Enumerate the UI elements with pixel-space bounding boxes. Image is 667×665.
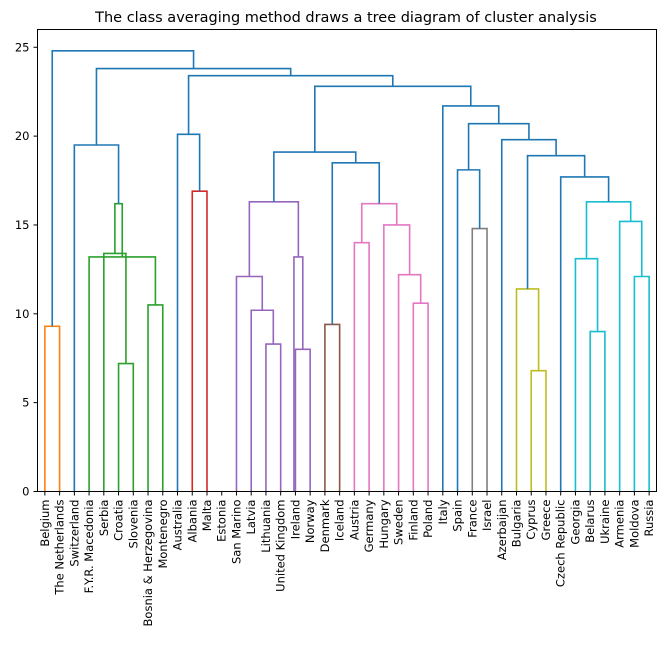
- chart-title: The class averaging method draws a tree …: [94, 10, 597, 26]
- y-tick-label: 0: [22, 485, 29, 499]
- dendrogram-link: [559, 176, 610, 492]
- leaf-label: The Netherlands: [53, 500, 67, 596]
- leaf-label: Austria: [347, 500, 361, 541]
- leaf-label: Ireland: [288, 500, 302, 540]
- leaf-label: Denmark: [318, 499, 332, 552]
- y-tick-label: 20: [15, 129, 30, 143]
- leaf-label: Ukraine: [598, 500, 612, 544]
- y-tick-label: 5: [22, 396, 29, 410]
- dendrogram-link: [176, 133, 201, 492]
- leaf-label: France: [465, 500, 479, 538]
- dendrogram-link: [618, 220, 643, 492]
- leaf-label: Moldova: [627, 500, 641, 548]
- leaf-label: Russia: [642, 500, 656, 537]
- leaf-label: Germany: [362, 499, 376, 552]
- leaf-label: Bosnia & Herzegovina: [141, 500, 155, 627]
- dendrogram-link: [633, 275, 650, 492]
- leaf-label: Lithuania: [259, 500, 273, 553]
- leaf-label: Bulgaria: [509, 500, 523, 548]
- dendrogram-link: [51, 50, 195, 327]
- dendrogram-link: [589, 330, 606, 492]
- dendrogram-link: [314, 85, 472, 153]
- dendrogram-link: [441, 105, 500, 492]
- leaf-label: Iceland: [333, 500, 347, 542]
- leaf-label: Slovenia: [126, 500, 140, 549]
- x-axis: Belgium The Netherlands Switzerland F.Y.R. …: [38, 491, 656, 627]
- dendrogram-link: [585, 201, 632, 259]
- leaf-label: Malta: [200, 500, 214, 532]
- leaf-label: Italy: [436, 499, 450, 524]
- dendrogram-link: [360, 202, 398, 243]
- dendrogram-link: [191, 190, 208, 492]
- leaf-label: Cyprus: [524, 500, 538, 540]
- dendrogram-link: [397, 273, 422, 492]
- leaf-label: Czech Republic: [554, 500, 568, 588]
- leaf-label: San Marino: [229, 500, 243, 565]
- leaf-label: Switzerland: [67, 500, 81, 567]
- dendrogram-link: [353, 241, 370, 492]
- leaf-label: Estonia: [215, 500, 229, 542]
- leaf-label: Montenegro: [156, 500, 170, 569]
- dendrogram-link: [456, 169, 481, 492]
- y-tick-label: 15: [15, 218, 30, 232]
- leaf-label: Norway: [303, 499, 317, 543]
- dendrogram-link: [117, 362, 135, 492]
- dendrogram-link: [471, 227, 488, 492]
- y-tick-label: 10: [15, 307, 30, 321]
- dendrogram-link: [273, 151, 357, 202]
- leaf-label: Georgia: [568, 500, 582, 545]
- leaf-label: Albania: [185, 500, 199, 543]
- dendrogram-link: [248, 201, 300, 277]
- leaf-label: Belarus: [583, 499, 597, 542]
- dendrogram-link: [114, 202, 124, 257]
- dendrogram-link: [500, 138, 557, 492]
- dendrogram-link: [412, 302, 429, 492]
- leaf-label: Hungary: [377, 499, 391, 548]
- leaf-label: Belgium: [38, 500, 52, 547]
- leaf-label: F.Y.R. Macedonia: [82, 500, 96, 594]
- dendrogram-link: [515, 288, 540, 492]
- dendrogram-link: [530, 369, 547, 492]
- leaf-label: Australia: [171, 500, 185, 551]
- plot-frame: [37, 29, 657, 492]
- leaf-label: Armenia: [613, 500, 627, 548]
- dendrogram-link: [574, 257, 599, 492]
- leaf-label: Greece: [539, 500, 553, 541]
- dendrogram-link: [383, 224, 411, 492]
- dendrogram-link: [88, 256, 157, 492]
- leaf-label: Poland: [421, 500, 435, 538]
- dendrogram-link: [187, 74, 394, 135]
- dendrogram-link: [467, 122, 530, 170]
- leaf-label: Israel: [480, 500, 494, 531]
- dendrogram-link: [331, 161, 381, 325]
- dendrogram-link: [324, 323, 341, 492]
- leaf-label: Spain: [451, 500, 465, 532]
- dendrogram-link: [294, 348, 311, 492]
- dendrogram-link: [526, 154, 586, 289]
- y-tick-label: 25: [15, 40, 30, 54]
- dendrogram-link: [147, 304, 164, 492]
- dendrogram-links: [44, 50, 650, 492]
- dendrogram-link: [235, 275, 264, 492]
- leaf-label: Croatia: [112, 500, 126, 541]
- leaf-label: Serbia: [97, 500, 111, 537]
- dendrogram-link: [250, 309, 275, 492]
- dendrogram-link: [103, 252, 127, 492]
- leaf-label: Finland: [406, 500, 420, 541]
- leaf-label: Latvia: [244, 500, 258, 535]
- leaf-label: Azerbaijan: [495, 500, 509, 561]
- dendrogram-link: [265, 343, 282, 492]
- dendrogram-link: [44, 325, 61, 492]
- leaf-label: Sweden: [392, 500, 406, 545]
- dendrogram-link: [73, 144, 120, 492]
- y-axis: 0 5 10 15 20 25: [15, 40, 38, 499]
- leaf-label: United Kingdom: [274, 500, 288, 592]
